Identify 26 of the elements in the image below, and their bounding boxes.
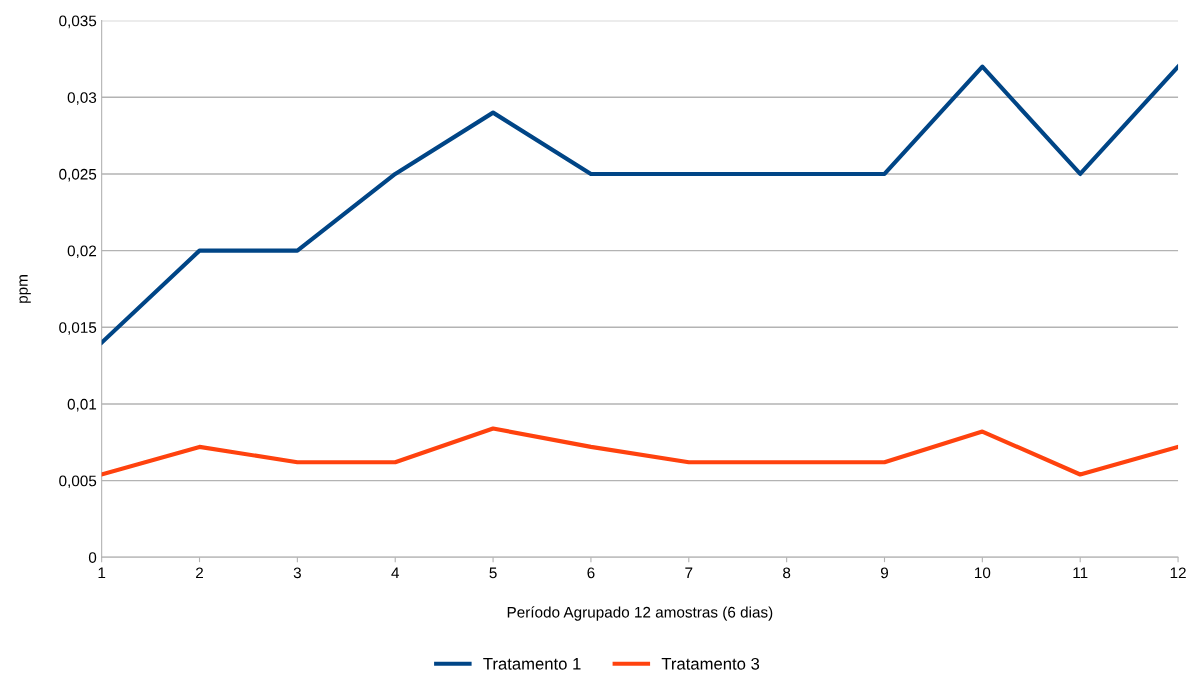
legend-label: Tratamento 3 [661,657,760,670]
x-tick-label: 10 [975,567,991,579]
x-tick-label: 3 [293,567,301,579]
x-axis-title: Período Agrupado 12 amostras (6 dias) [507,606,773,621]
x-tick-label: 8 [783,567,791,579]
y-tick-label: 0,005 [59,475,97,489]
x-tick-label: 5 [489,567,497,579]
x-tick-label: 9 [880,567,889,579]
y-tick-label: 0,01 [67,398,97,412]
line-series [101,426,1179,477]
x-tick-label: 4 [391,567,400,579]
y-tick-label: 0,035 [59,15,97,29]
x-tick-label: 11 [1073,567,1088,579]
legend-label: Tratamento 1 [483,658,581,670]
x-tick-label: 1 [98,567,106,579]
x-tick-label: 6 [587,567,595,579]
x-tick-label: 2 [196,567,203,579]
y-tick-label: 0,015 [59,322,97,335]
y-tick-label: 0,03 [67,92,97,105]
x-tick-label: 7 [685,567,693,579]
y-tick-label: 0,02 [67,245,97,259]
y-tick-label: 0,025 [59,168,97,182]
line-series [101,64,1179,345]
y-axis-title: ppm [19,275,31,303]
x-tick-label: 12 [1170,567,1186,579]
y-tick-label: 0 [88,552,97,563]
